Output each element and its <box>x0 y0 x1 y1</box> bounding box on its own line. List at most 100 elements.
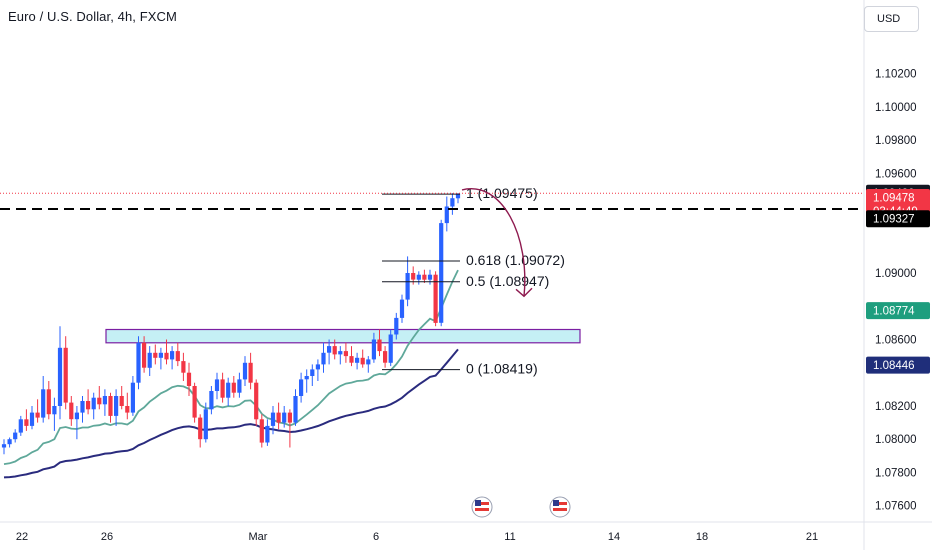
candle-body <box>332 346 337 355</box>
candle-body <box>203 409 208 440</box>
arrow-curve <box>461 188 526 297</box>
candle-body <box>338 351 343 355</box>
candle-body <box>1 444 7 448</box>
resistance-zone-box <box>105 328 581 344</box>
candle-body <box>383 351 388 363</box>
price-tag-label: 1.09478 <box>873 193 915 205</box>
y-tick-label: 1.07600 <box>875 501 917 513</box>
x-tick-label: 11 <box>504 531 515 543</box>
candle-body <box>450 198 455 207</box>
x-tick-label: 14 <box>608 531 620 543</box>
ma-fast-line <box>3 269 459 465</box>
x-tick-label: Mar <box>249 531 268 543</box>
candle-body <box>24 419 29 426</box>
candle-body <box>276 412 281 423</box>
x-tick-label: 21 <box>806 531 818 543</box>
candle-body <box>170 351 175 360</box>
candle-body <box>416 274 421 280</box>
candle-body <box>411 273 416 280</box>
candle-body <box>394 317 399 335</box>
candle-body <box>80 401 85 413</box>
currency-button[interactable]: USD <box>864 6 919 32</box>
price-tag-bg <box>866 302 930 320</box>
candle-body <box>377 339 382 352</box>
candle-body <box>422 274 427 280</box>
candle-body <box>29 412 35 426</box>
chart-title: Euro / U.S. Dollar, 4h, FXCM <box>8 9 177 24</box>
flag-canton <box>553 500 559 506</box>
candle-body <box>321 352 326 365</box>
price-tag-label: 1.08774 <box>873 306 915 318</box>
candle-body <box>231 382 236 393</box>
candle-body <box>310 369 315 376</box>
candle-body <box>388 334 393 363</box>
candle-body <box>270 412 276 426</box>
ma-slow-line <box>3 348 459 479</box>
candle-body <box>102 396 107 405</box>
price-lines <box>0 192 864 210</box>
y-tick-label: 1.07800 <box>875 467 917 479</box>
candle-body <box>164 352 169 360</box>
candle-body <box>175 351 180 362</box>
candle-body <box>226 382 231 398</box>
candle-body <box>360 357 365 365</box>
candle-body <box>299 379 304 396</box>
flag-stripe <box>553 508 567 511</box>
candle-body <box>142 342 147 368</box>
candle-body <box>439 223 444 323</box>
candle-body <box>181 361 186 373</box>
candle-body <box>198 417 203 440</box>
candle-body <box>125 406 130 413</box>
fib-label: 0 (1.08419) <box>466 361 538 377</box>
candle-body <box>91 397 96 410</box>
candle-body <box>41 389 46 418</box>
candle-body <box>248 362 253 383</box>
candles-layer <box>1 193 461 455</box>
candle-body <box>86 401 91 410</box>
moving-averages <box>3 269 459 479</box>
price-tag-bg <box>866 210 930 228</box>
flag-stripe <box>475 502 489 505</box>
y-tick-label: 1.09800 <box>875 135 917 147</box>
candle-body <box>371 339 376 360</box>
candle-body <box>444 206 449 224</box>
projection-arrow <box>461 188 533 298</box>
candle-body <box>304 376 309 380</box>
candle-body <box>74 412 79 420</box>
y-tick-label: 1.08600 <box>875 335 917 347</box>
candle-body <box>343 351 348 357</box>
candle-body <box>399 299 405 318</box>
candle-body <box>108 396 113 416</box>
candle-body <box>130 382 135 413</box>
y-tick-label: 1.09000 <box>875 268 917 280</box>
fib-label: 0.5 (1.08947) <box>466 273 549 289</box>
candle-body <box>237 379 242 393</box>
candle-body <box>13 432 18 440</box>
candle-body <box>186 372 192 386</box>
candle-body <box>327 346 332 353</box>
candle-body <box>147 352 152 368</box>
candle-body <box>158 352 163 358</box>
price-tag-label: 1.09327 <box>873 214 915 226</box>
candle-body <box>7 439 12 445</box>
candle-body <box>405 273 410 300</box>
candle-body <box>114 396 119 416</box>
event-markers <box>471 496 571 518</box>
price-tags: 1.094801.0947803:44:491.093271.087741.08… <box>866 184 930 374</box>
candle-body <box>214 379 220 391</box>
x-tick-label: 6 <box>373 531 379 543</box>
candle-body <box>355 357 360 363</box>
flag-stripe <box>553 502 567 505</box>
price-tag-label: 1.08446 <box>873 360 915 372</box>
x-tick-label: 18 <box>696 531 708 543</box>
candle-body <box>97 397 102 405</box>
candle-body <box>265 425 270 443</box>
candle-body <box>69 402 74 420</box>
price-axis[interactable]: 1.10200 1.10000 1.09800 1.09600 1.09000 1.086… <box>863 0 917 550</box>
y-tick-label: 1.08000 <box>875 434 917 446</box>
time-axis[interactable]: 22 26 Mar 6 11 14 18 21 <box>0 521 932 543</box>
candle-body <box>192 386 197 418</box>
x-tick-label: 22 <box>16 531 28 543</box>
candle-body <box>209 391 214 410</box>
